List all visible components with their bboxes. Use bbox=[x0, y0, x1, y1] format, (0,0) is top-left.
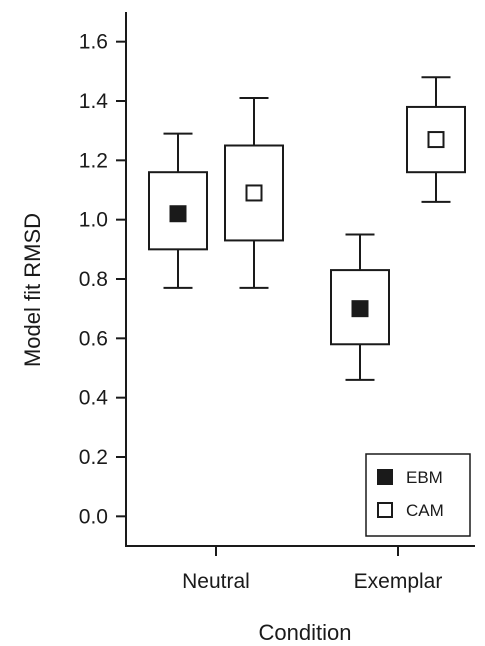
median-marker-ebm-exemplar bbox=[351, 300, 369, 318]
median-marker-cam-neutral bbox=[245, 184, 263, 202]
y-tick-label-4: 0.8 bbox=[79, 268, 108, 291]
boxes bbox=[148, 76, 466, 381]
legend-label-ebm: EBM bbox=[406, 468, 443, 487]
x-axis-title: Condition bbox=[259, 620, 352, 645]
x-tick-label-1: Exemplar bbox=[354, 570, 443, 593]
axes: 0.0 0.2 0.4 0.6 0.8 1.0 1.2 1.4 1.6 Neutral Exempl… bbox=[79, 12, 475, 593]
legend-marker-cam bbox=[377, 502, 393, 518]
legend-marker-ebm bbox=[377, 469, 393, 485]
y-tick-label-7: 1.4 bbox=[79, 90, 109, 113]
box-ebm-neutral bbox=[148, 132, 208, 289]
y-tick-label-2: 0.4 bbox=[79, 387, 109, 410]
y-tick-label-1: 0.2 bbox=[79, 446, 108, 469]
median-marker-cam-exemplar bbox=[427, 131, 445, 149]
box-cam-neutral bbox=[224, 97, 284, 289]
legend-label-cam: CAM bbox=[406, 501, 444, 520]
legend-frame bbox=[365, 453, 471, 537]
box-cam-exemplar bbox=[406, 76, 466, 203]
y-tick-label-6: 1.2 bbox=[79, 149, 108, 172]
y-tick-label-3: 0.6 bbox=[79, 327, 108, 350]
median-marker-ebm-neutral bbox=[169, 205, 187, 223]
y-tick-label-0: 0.0 bbox=[79, 505, 108, 528]
y-tick-label-5: 1.0 bbox=[79, 209, 108, 232]
legend: EBM CAM bbox=[365, 453, 471, 537]
box-ebm-exemplar bbox=[330, 233, 390, 381]
y-axis-title: Model fit RMSD bbox=[20, 213, 45, 367]
x-tick-label-0: Neutral bbox=[182, 570, 250, 593]
y-tick-label-8: 1.6 bbox=[79, 31, 108, 54]
